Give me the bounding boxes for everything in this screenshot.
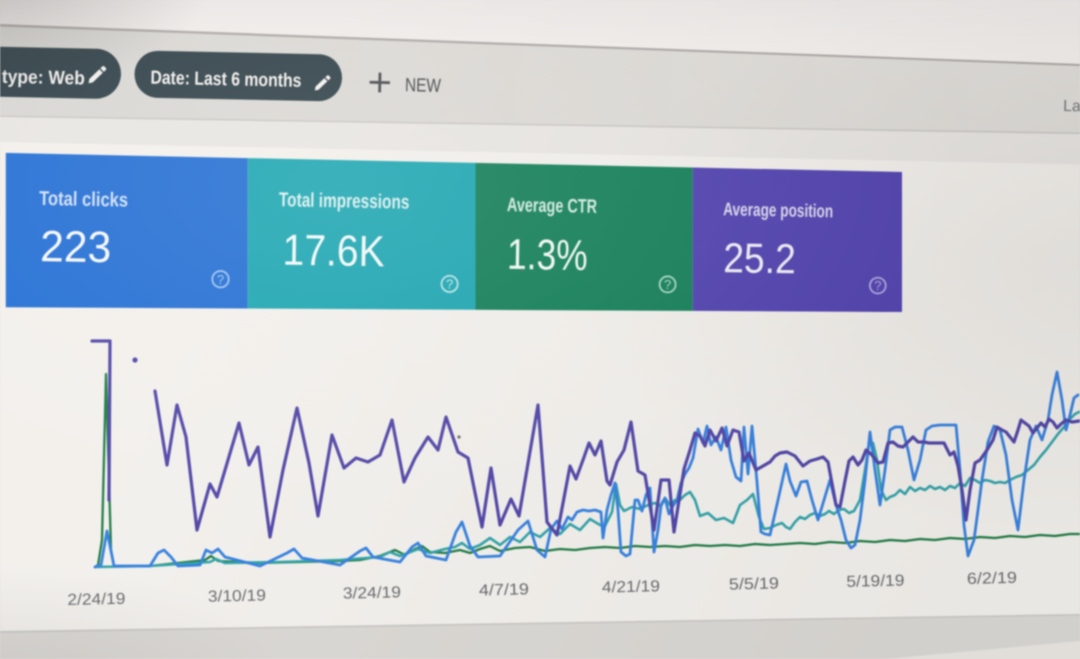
svg-text:6/2/19: 6/2/19 <box>967 570 1017 588</box>
svg-text:223: 223 <box>40 222 112 272</box>
svg-text:Average position: Average position <box>723 198 833 221</box>
svg-text:Average CTR: Average CTR <box>507 194 597 218</box>
svg-text:Date: Last 6 months: Date: Last 6 months <box>150 68 301 92</box>
svg-text:5/19/19: 5/19/19 <box>846 573 904 591</box>
svg-text:25.2: 25.2 <box>723 234 796 282</box>
svg-text:Total clicks: Total clicks <box>39 188 128 212</box>
svg-text:?: ? <box>874 278 881 293</box>
svg-text:Total impressions: Total impressions <box>279 189 410 214</box>
svg-text:2/24/19: 2/24/19 <box>67 591 125 609</box>
svg-text:4/21/19: 4/21/19 <box>602 578 660 596</box>
svg-text:1.3%: 1.3% <box>507 231 588 280</box>
svg-text:type: Web: type: Web <box>2 67 85 90</box>
svg-text:3/24/19: 3/24/19 <box>343 584 401 602</box>
svg-text:NEW: NEW <box>405 75 441 97</box>
svg-text:?: ? <box>664 277 671 292</box>
svg-text:17.6K: 17.6K <box>282 227 385 277</box>
svg-text:4/7/19: 4/7/19 <box>479 581 529 599</box>
svg-text:5/5/19: 5/5/19 <box>729 575 779 593</box>
svg-text:3/10/19: 3/10/19 <box>208 587 266 605</box>
svg-text:?: ? <box>217 272 224 287</box>
svg-text:Las: Las <box>1063 98 1080 116</box>
svg-text:?: ? <box>446 277 453 292</box>
